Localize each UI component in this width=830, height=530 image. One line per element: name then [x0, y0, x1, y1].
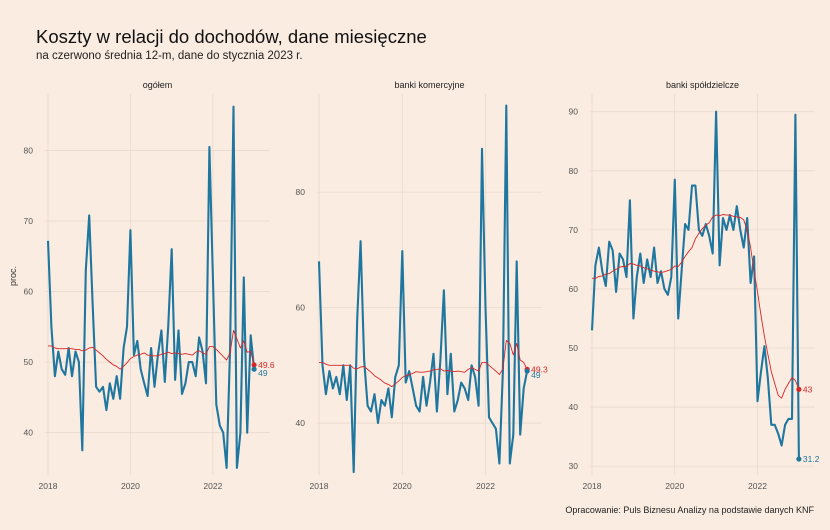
- average-end-label: 43: [803, 384, 813, 394]
- y-tick-label: 30: [569, 461, 579, 471]
- x-tick-label: 2020: [393, 481, 412, 491]
- x-tick-label: 2018: [39, 481, 58, 491]
- series-end-label: 31.2: [803, 454, 820, 464]
- series-line: [590, 110, 800, 460]
- series-end-point: [524, 368, 530, 374]
- average-end-point: [251, 362, 257, 368]
- source-caption: Opracowanie: Puls Biznesu Analizy na pod…: [565, 505, 814, 515]
- y-tick-label: 60: [569, 284, 579, 294]
- y-tick-label: 70: [569, 225, 579, 235]
- panel-0: ogółem 40 50 60 70 80 2018 2020 2022 49.649: [24, 80, 275, 491]
- panel-title: banki komercyjne: [394, 80, 464, 90]
- y-tick-label: 60: [296, 303, 306, 313]
- panel-title: banki spółdzielcze: [666, 80, 739, 90]
- series-line: [46, 105, 256, 469]
- y-tick-label: 80: [24, 145, 34, 155]
- average-line: [319, 340, 528, 388]
- x-tick-label: 2020: [121, 481, 140, 491]
- panel-2: banki spółdzielcze 30 40 50 60 70 80 90 2018 2020…: [569, 80, 820, 491]
- y-tick-label: 90: [569, 107, 579, 117]
- series-end-point: [251, 366, 257, 372]
- y-tick-label: 80: [569, 166, 579, 176]
- average-line: [48, 329, 255, 370]
- series-line: [317, 104, 529, 474]
- average-end-label: 49.3: [531, 364, 548, 374]
- y-tick-label: 40: [24, 428, 34, 438]
- y-tick-label: 60: [24, 287, 34, 297]
- average-line: [592, 214, 800, 399]
- y-tick-label: 40: [569, 402, 579, 412]
- x-tick-label: 2020: [665, 481, 684, 491]
- y-tick-label: 80: [296, 187, 306, 197]
- x-tick-label: 2022: [476, 481, 495, 491]
- series-end-label: 49: [258, 368, 268, 378]
- y-tick-label: 70: [24, 216, 34, 226]
- panel-title: ogółem: [143, 80, 173, 90]
- chart-title: Koszty w relacji do dochodów, dane miesi…: [36, 26, 427, 47]
- y-tick-label: 50: [569, 343, 579, 353]
- x-tick-label: 2018: [310, 481, 329, 491]
- series-end-point: [796, 456, 802, 462]
- panel-1: banki komercyjne 40 60 80 2018 2020 2022 49.349: [296, 80, 548, 491]
- y-tick-label: 50: [24, 357, 34, 367]
- series-end-label: 49: [531, 370, 541, 380]
- x-tick-label: 2022: [748, 481, 767, 491]
- x-tick-label: 2018: [583, 481, 602, 491]
- chart-subtitle: na czerwono średnia 12-m, dane do styczn…: [36, 50, 303, 62]
- average-end-point: [796, 386, 802, 392]
- x-tick-label: 2022: [203, 481, 222, 491]
- average-end-label: 49.6: [258, 360, 275, 370]
- y-tick-label: 40: [296, 418, 306, 428]
